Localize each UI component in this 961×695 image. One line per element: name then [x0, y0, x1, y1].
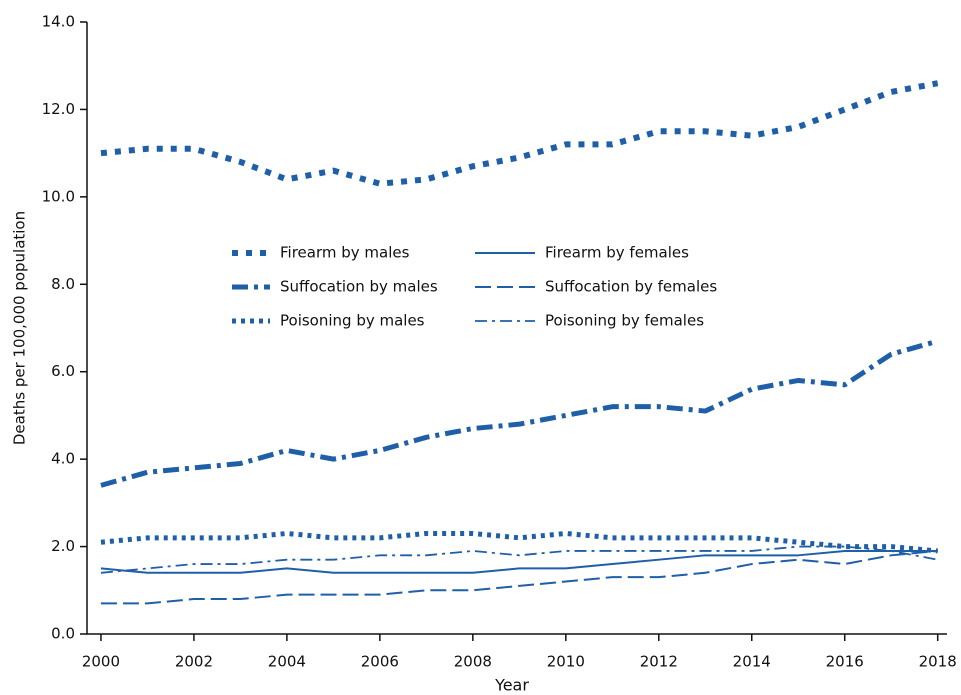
x-tick-label: 2012 — [640, 653, 678, 671]
series-line — [100, 549, 938, 574]
y-tick-label: 4.0 — [51, 450, 75, 468]
y-tick-label: 12.0 — [42, 100, 75, 118]
y-tick-label: 2.0 — [51, 537, 75, 555]
x-tick-label: 2008 — [454, 653, 492, 671]
y-axis-label: Deaths per 100,000 population — [11, 211, 29, 445]
y-tick-label: 0.0 — [51, 625, 75, 643]
y-tick-label: 10.0 — [42, 187, 75, 205]
series-line — [100, 80, 939, 187]
x-tick-label: 2002 — [175, 653, 213, 671]
legend-label: Firearm by males — [280, 244, 410, 262]
x-tick-label: 2006 — [361, 653, 399, 671]
axis-lines — [86, 22, 947, 635]
x-tick-label: 2014 — [733, 653, 771, 671]
x-tick-label: 2000 — [82, 653, 120, 671]
x-tick-label: 2016 — [826, 653, 864, 671]
legend-label: Firearm by females — [545, 244, 689, 262]
x-tick-label: 2004 — [268, 653, 306, 671]
legend-label: Poisoning by females — [545, 312, 704, 330]
legend-label: Suffocation by females — [545, 278, 717, 296]
x-tick-label: 2010 — [547, 653, 585, 671]
y-tick-label: 14.0 — [42, 13, 75, 31]
series-line — [100, 530, 938, 554]
x-tick-label: 2018 — [919, 653, 957, 671]
series-line — [100, 549, 938, 605]
y-tick-label: 6.0 — [51, 362, 75, 380]
y-tick-label: 8.0 — [51, 275, 75, 293]
series-line — [100, 338, 939, 488]
x-axis-label: Year — [494, 676, 529, 695]
series-line — [100, 545, 938, 574]
legend-label: Suffocation by males — [280, 278, 438, 296]
legend-label: Poisoning by males — [280, 312, 425, 330]
